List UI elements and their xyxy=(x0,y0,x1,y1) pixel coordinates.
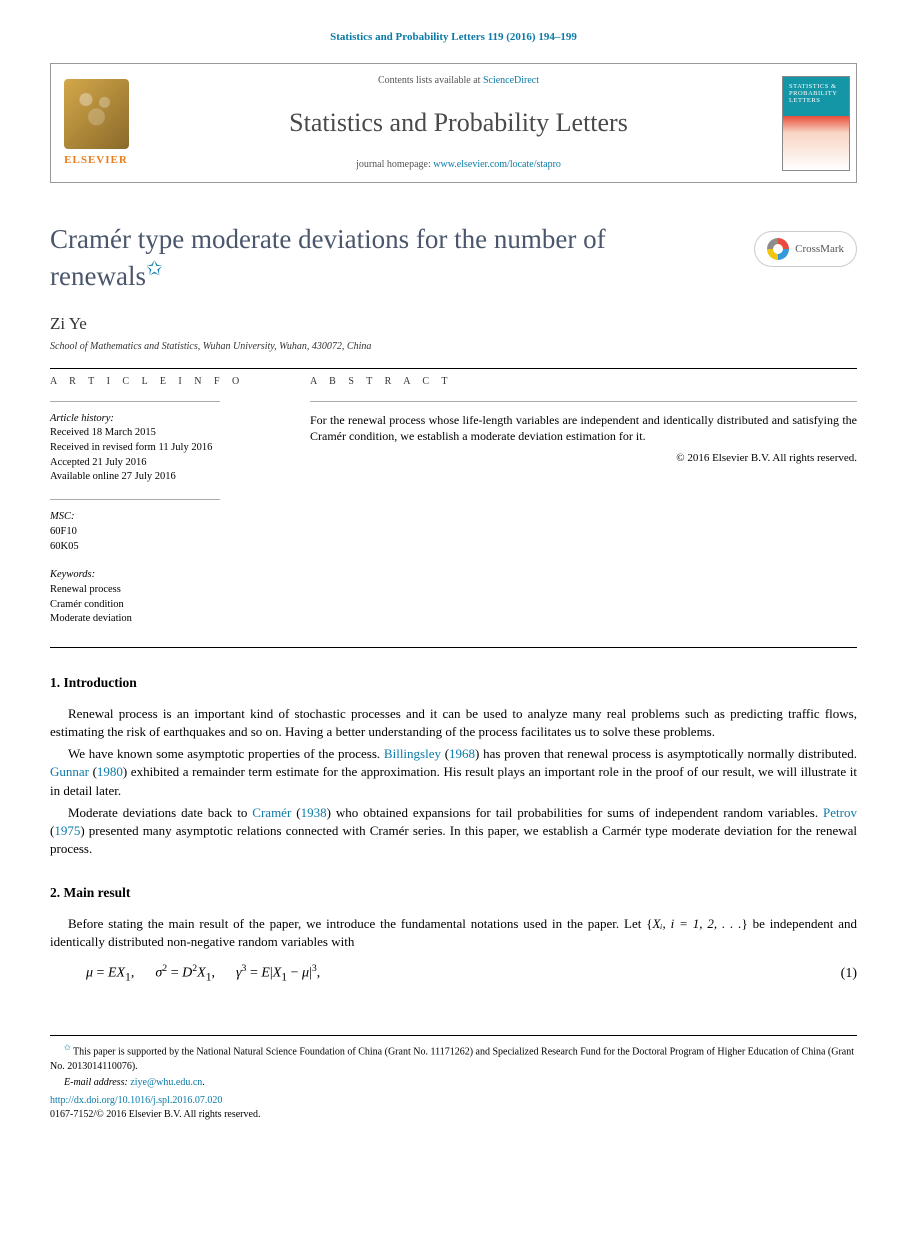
issn-copyright: 0167-7152/© 2016 Elsevier B.V. All right… xyxy=(50,1109,260,1120)
msc-block: MSC: 60F10 60K05 xyxy=(50,510,270,554)
footnote-funding-text: This paper is supported by the National … xyxy=(50,1047,854,1072)
intro-p1: Renewal process is an important kind of … xyxy=(50,705,857,741)
journal-name: Statistics and Probability Letters xyxy=(151,105,766,141)
intro-p2-e: ) exhibited a remainder term estimate fo… xyxy=(50,764,857,797)
abstract-column: A B S T R A C T For the renewal process … xyxy=(310,375,857,641)
footnote-email: E-mail address: ziye@whu.edu.cn. xyxy=(50,1076,857,1090)
history-received: Received 18 March 2015 xyxy=(50,426,270,441)
cover-thumbnail[interactable]: STATISTICS & PROBABILITY LETTERS xyxy=(776,64,856,182)
intro-p3-e: ) presented many asymptotic relations co… xyxy=(50,823,857,856)
history-revised: Received in revised form 11 July 2016 xyxy=(50,441,270,456)
article-info-heading: A R T I C L E I N F O xyxy=(50,375,270,389)
email-lead: E-mail address: xyxy=(64,1077,130,1088)
crossmark-icon xyxy=(767,238,789,260)
history-lead: Article history: xyxy=(50,412,270,427)
doi-block: http://dx.doi.org/10.1016/j.spl.2016.07.… xyxy=(50,1094,857,1122)
intro-p3-b: ( xyxy=(291,805,300,820)
equation-1: μ = EX1, σ2 = D2X1, γ3 = E|X1 − μ|3, (1) xyxy=(86,962,857,986)
ref-billingsley-year[interactable]: 1968 xyxy=(449,746,475,761)
intro-p3-c: ) who obtained expansions for tail proba… xyxy=(327,805,823,820)
keyword-0: Renewal process xyxy=(50,583,270,598)
abstract-text: For the renewal process whose life-lengt… xyxy=(310,412,857,446)
title-row: Cramér type moderate deviations for the … xyxy=(50,223,857,294)
history-accepted: Accepted 21 July 2016 xyxy=(50,456,270,471)
section-1-heading: 1. Introduction xyxy=(50,674,857,693)
main-p1: Before stating the main result of the pa… xyxy=(50,915,857,951)
sciencedirect-link[interactable]: ScienceDirect xyxy=(483,75,539,86)
intro-p3-a: Moderate deviations date back to xyxy=(68,805,252,820)
ref-cramer[interactable]: Cramér xyxy=(252,805,291,820)
paper-title: Cramér type moderate deviations for the … xyxy=(50,223,710,294)
ref-cramer-year[interactable]: 1938 xyxy=(301,805,327,820)
abstract-heading: A B S T R A C T xyxy=(310,375,857,389)
homepage-link[interactable]: www.elsevier.com/locate/stapro xyxy=(433,159,561,170)
msc-code-1: 60K05 xyxy=(50,540,270,555)
intro-p2-a: We have known some asymptotic properties… xyxy=(68,746,384,761)
history-online: Available online 27 July 2016 xyxy=(50,470,270,485)
keyword-1: Cramér condition xyxy=(50,598,270,613)
intro-p2-b: ( xyxy=(441,746,449,761)
header-middle: Contents lists available at ScienceDirec… xyxy=(141,64,776,182)
ref-petrov-year[interactable]: 1975 xyxy=(54,823,80,838)
intro-p2-d: ( xyxy=(89,764,97,779)
journal-header: ELSEVIER Contents lists available at Sci… xyxy=(50,63,857,183)
contents-prefix: Contents lists available at xyxy=(378,75,483,86)
elsevier-tree-icon xyxy=(64,79,129,149)
abstract-divider xyxy=(310,401,857,402)
intro-p3: Moderate deviations date back to Cramér … xyxy=(50,804,857,859)
ref-gunnar-year[interactable]: 1980 xyxy=(97,764,123,779)
article-info-column: A R T I C L E I N F O Article history: R… xyxy=(50,375,270,641)
keywords-lead: Keywords: xyxy=(50,568,270,583)
copyright-line: © 2016 Elsevier B.V. All rights reserved… xyxy=(310,451,857,466)
author-name: Zi Ye xyxy=(50,312,857,336)
cover-title-text: STATISTICS & PROBABILITY LETTERS xyxy=(789,83,843,104)
intro-p2: We have known some asymptotic properties… xyxy=(50,745,857,800)
ref-petrov[interactable]: Petrov xyxy=(823,805,857,820)
footnote-funding: ✩ This paper is supported by the Nationa… xyxy=(50,1042,857,1073)
title-footnote-marker[interactable]: ✩ xyxy=(146,258,163,280)
elsevier-logo[interactable]: ELSEVIER xyxy=(51,64,141,182)
keyword-2: Moderate deviation xyxy=(50,612,270,627)
info-divider-2 xyxy=(50,499,220,500)
author-email-link[interactable]: ziye@whu.edu.cn xyxy=(130,1077,202,1088)
contents-available-line: Contents lists available at ScienceDirec… xyxy=(151,74,766,88)
crossmark-label: CrossMark xyxy=(795,242,844,257)
divider-bottom xyxy=(50,647,857,648)
info-abstract-row: A R T I C L E I N F O Article history: R… xyxy=(50,375,857,641)
title-text: Cramér type moderate deviations for the … xyxy=(50,224,606,291)
msc-code-0: 60F10 xyxy=(50,525,270,540)
homepage-line: journal homepage: www.elsevier.com/locat… xyxy=(151,158,766,172)
msc-lead: MSC: xyxy=(50,510,270,525)
doi-link[interactable]: http://dx.doi.org/10.1016/j.spl.2016.07.… xyxy=(50,1095,222,1106)
journal-reference: Statistics and Probability Letters 119 (… xyxy=(50,30,857,45)
main-p1-var: Xᵢ, i = 1, 2, . . . xyxy=(652,916,741,931)
page: Statistics and Probability Letters 119 (… xyxy=(0,0,907,1162)
article-history: Article history: Received 18 March 2015 … xyxy=(50,412,270,485)
divider-top xyxy=(50,368,857,369)
main-p1-a: Before stating the main result of the pa… xyxy=(68,916,652,931)
ref-billingsley[interactable]: Billingsley xyxy=(384,746,441,761)
keywords-block: Keywords: Renewal process Cramér conditi… xyxy=(50,568,270,627)
section-2-heading: 2. Main result xyxy=(50,884,857,903)
author-affiliation: School of Mathematics and Statistics, Wu… xyxy=(50,340,857,354)
crossmark-badge[interactable]: CrossMark xyxy=(754,231,857,267)
homepage-prefix: journal homepage: xyxy=(356,159,433,170)
footnote-funding-marker: ✩ xyxy=(64,1043,71,1052)
equation-1-body: μ = EX1, σ2 = D2X1, γ3 = E|X1 − μ|3, xyxy=(86,962,817,986)
footnotes: ✩ This paper is supported by the Nationa… xyxy=(50,1035,857,1121)
intro-p2-c: ) has proven that renewal process is asy… xyxy=(475,746,857,761)
elsevier-text: ELSEVIER xyxy=(64,153,128,168)
ref-gunnar[interactable]: Gunnar xyxy=(50,764,89,779)
cover-image: STATISTICS & PROBABILITY LETTERS xyxy=(782,76,850,171)
email-tail: . xyxy=(202,1077,205,1088)
equation-1-number: (1) xyxy=(817,964,857,984)
info-divider-1 xyxy=(50,401,220,402)
